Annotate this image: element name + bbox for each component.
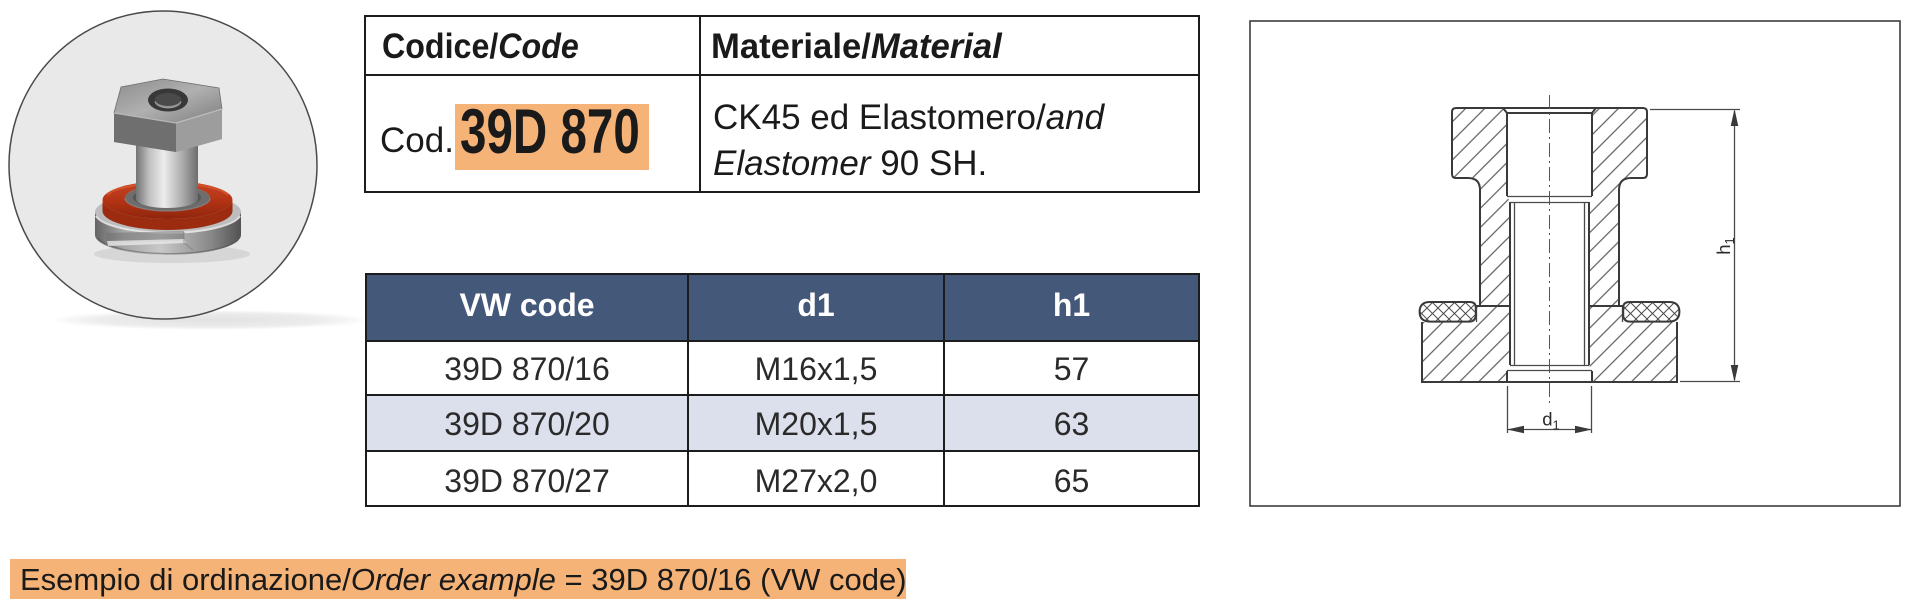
svg-text:h1: h1 [1713, 237, 1737, 255]
svg-text:d1: d1 [1542, 409, 1560, 433]
